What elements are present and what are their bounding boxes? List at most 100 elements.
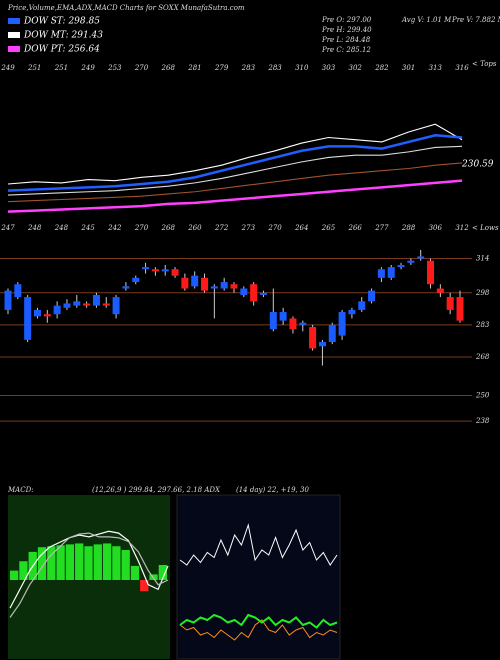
histogram-bar — [37, 547, 47, 580]
candle-body — [348, 309, 356, 315]
candle-body — [309, 327, 317, 349]
candle-body — [63, 303, 71, 308]
y-tick-label: 238 — [475, 417, 490, 425]
top-label: 283 — [267, 64, 282, 72]
bottom-label: 266 — [347, 224, 362, 232]
candle-body — [377, 269, 385, 278]
histogram-bar — [158, 565, 167, 580]
candle-body — [33, 309, 41, 317]
histogram-bar — [102, 543, 112, 580]
bottom-label: 270 — [134, 224, 149, 232]
bottom-label: 306 — [429, 224, 443, 232]
info-text: Pre H: 299.40 — [321, 26, 372, 34]
candle-body — [14, 284, 22, 298]
bottom-label: 245 — [80, 224, 95, 232]
candle-body — [210, 286, 218, 289]
annotation: 230.59 — [461, 160, 494, 170]
info-text: Pre L: 284.48 — [321, 36, 371, 44]
candle-body — [161, 269, 169, 272]
bottom-label: 264 — [294, 224, 308, 232]
candle-body — [328, 324, 336, 342]
top-label: 302 — [348, 64, 362, 72]
legend-label: DOW ST: 298.85 — [23, 17, 100, 27]
candle-body — [92, 294, 100, 306]
line-series — [9, 530, 169, 609]
candle-body — [436, 288, 444, 293]
top-label: 251 — [54, 64, 68, 72]
info-text: Pre O: 297.00 — [321, 16, 372, 24]
top-label: 249 — [0, 64, 15, 72]
histogram-bar — [130, 565, 140, 580]
info-text: Pre C: 285.12 — [321, 46, 371, 54]
candle-body — [220, 282, 228, 289]
candle-body — [83, 303, 91, 306]
candle-body — [112, 297, 120, 315]
histogram-bar — [19, 561, 28, 580]
lows-label: < Lows — [472, 224, 499, 232]
candle-body — [102, 303, 110, 306]
candle-body — [230, 284, 238, 289]
line-series — [7, 145, 463, 196]
line-series — [7, 123, 463, 185]
candle-body — [240, 288, 248, 295]
candle-body — [368, 290, 376, 302]
histogram-bar — [75, 543, 84, 580]
candle-body — [397, 264, 405, 268]
candle-body — [279, 312, 287, 321]
bottom-label: 273 — [241, 224, 256, 232]
candle-body — [122, 286, 130, 289]
candle-body — [387, 267, 395, 278]
candle-body — [456, 297, 464, 321]
top-label: 301 — [402, 64, 415, 72]
legend-swatch — [8, 32, 20, 38]
bottom-label: 270 — [267, 224, 282, 232]
line-series — [179, 523, 338, 566]
histogram-bar — [56, 545, 65, 580]
top-label: 253 — [107, 64, 122, 72]
candle-body — [446, 297, 454, 310]
histogram-bar — [93, 544, 102, 580]
bottom-label: 312 — [455, 224, 469, 232]
candle-body — [250, 284, 258, 302]
line-series — [179, 613, 338, 629]
candle-body — [191, 275, 199, 287]
top-label: 316 — [455, 64, 469, 72]
candle-body — [142, 267, 150, 270]
histogram-bar — [121, 550, 130, 580]
candle-body — [289, 318, 297, 330]
candle-body — [181, 277, 189, 289]
histogram-bar — [140, 580, 149, 592]
line-series — [7, 179, 463, 213]
histogram-bar — [84, 546, 93, 580]
top-label: 251 — [27, 64, 41, 72]
candle-body — [417, 256, 425, 259]
candle-body — [299, 322, 307, 325]
line-series — [7, 162, 463, 203]
histogram-bar — [65, 544, 75, 580]
top-label: 279 — [214, 64, 229, 72]
bottom-label: 265 — [321, 224, 336, 232]
y-tick-label: 250 — [475, 391, 490, 399]
bottom-label: 247 — [0, 224, 15, 232]
histogram-bar — [10, 570, 19, 580]
adx-panel — [176, 494, 341, 660]
candle-body — [259, 292, 267, 295]
candle-body — [407, 260, 415, 263]
bottom-label: 268 — [161, 224, 176, 232]
candle-body — [269, 312, 277, 330]
candle-body — [201, 277, 209, 291]
top-label: 282 — [374, 64, 389, 72]
bottom-label: 288 — [401, 224, 416, 232]
candle-body — [318, 342, 326, 347]
bottom-label: 248 — [54, 224, 69, 232]
top-label: 303 — [322, 64, 336, 72]
line-series — [9, 532, 169, 618]
adx-title: (14 day) 22, +19, 30 — [236, 486, 309, 494]
top-label: 310 — [295, 64, 309, 72]
bottom-label: 277 — [374, 224, 389, 232]
macd-subtitle: (12,26,9 ) 299.84, 297.66, 2.18 ADX — [92, 486, 221, 494]
bottom-label: 248 — [27, 224, 42, 232]
page-title: Price,Volume,EMA,ADX,MACD Charts for SOX… — [7, 4, 245, 12]
